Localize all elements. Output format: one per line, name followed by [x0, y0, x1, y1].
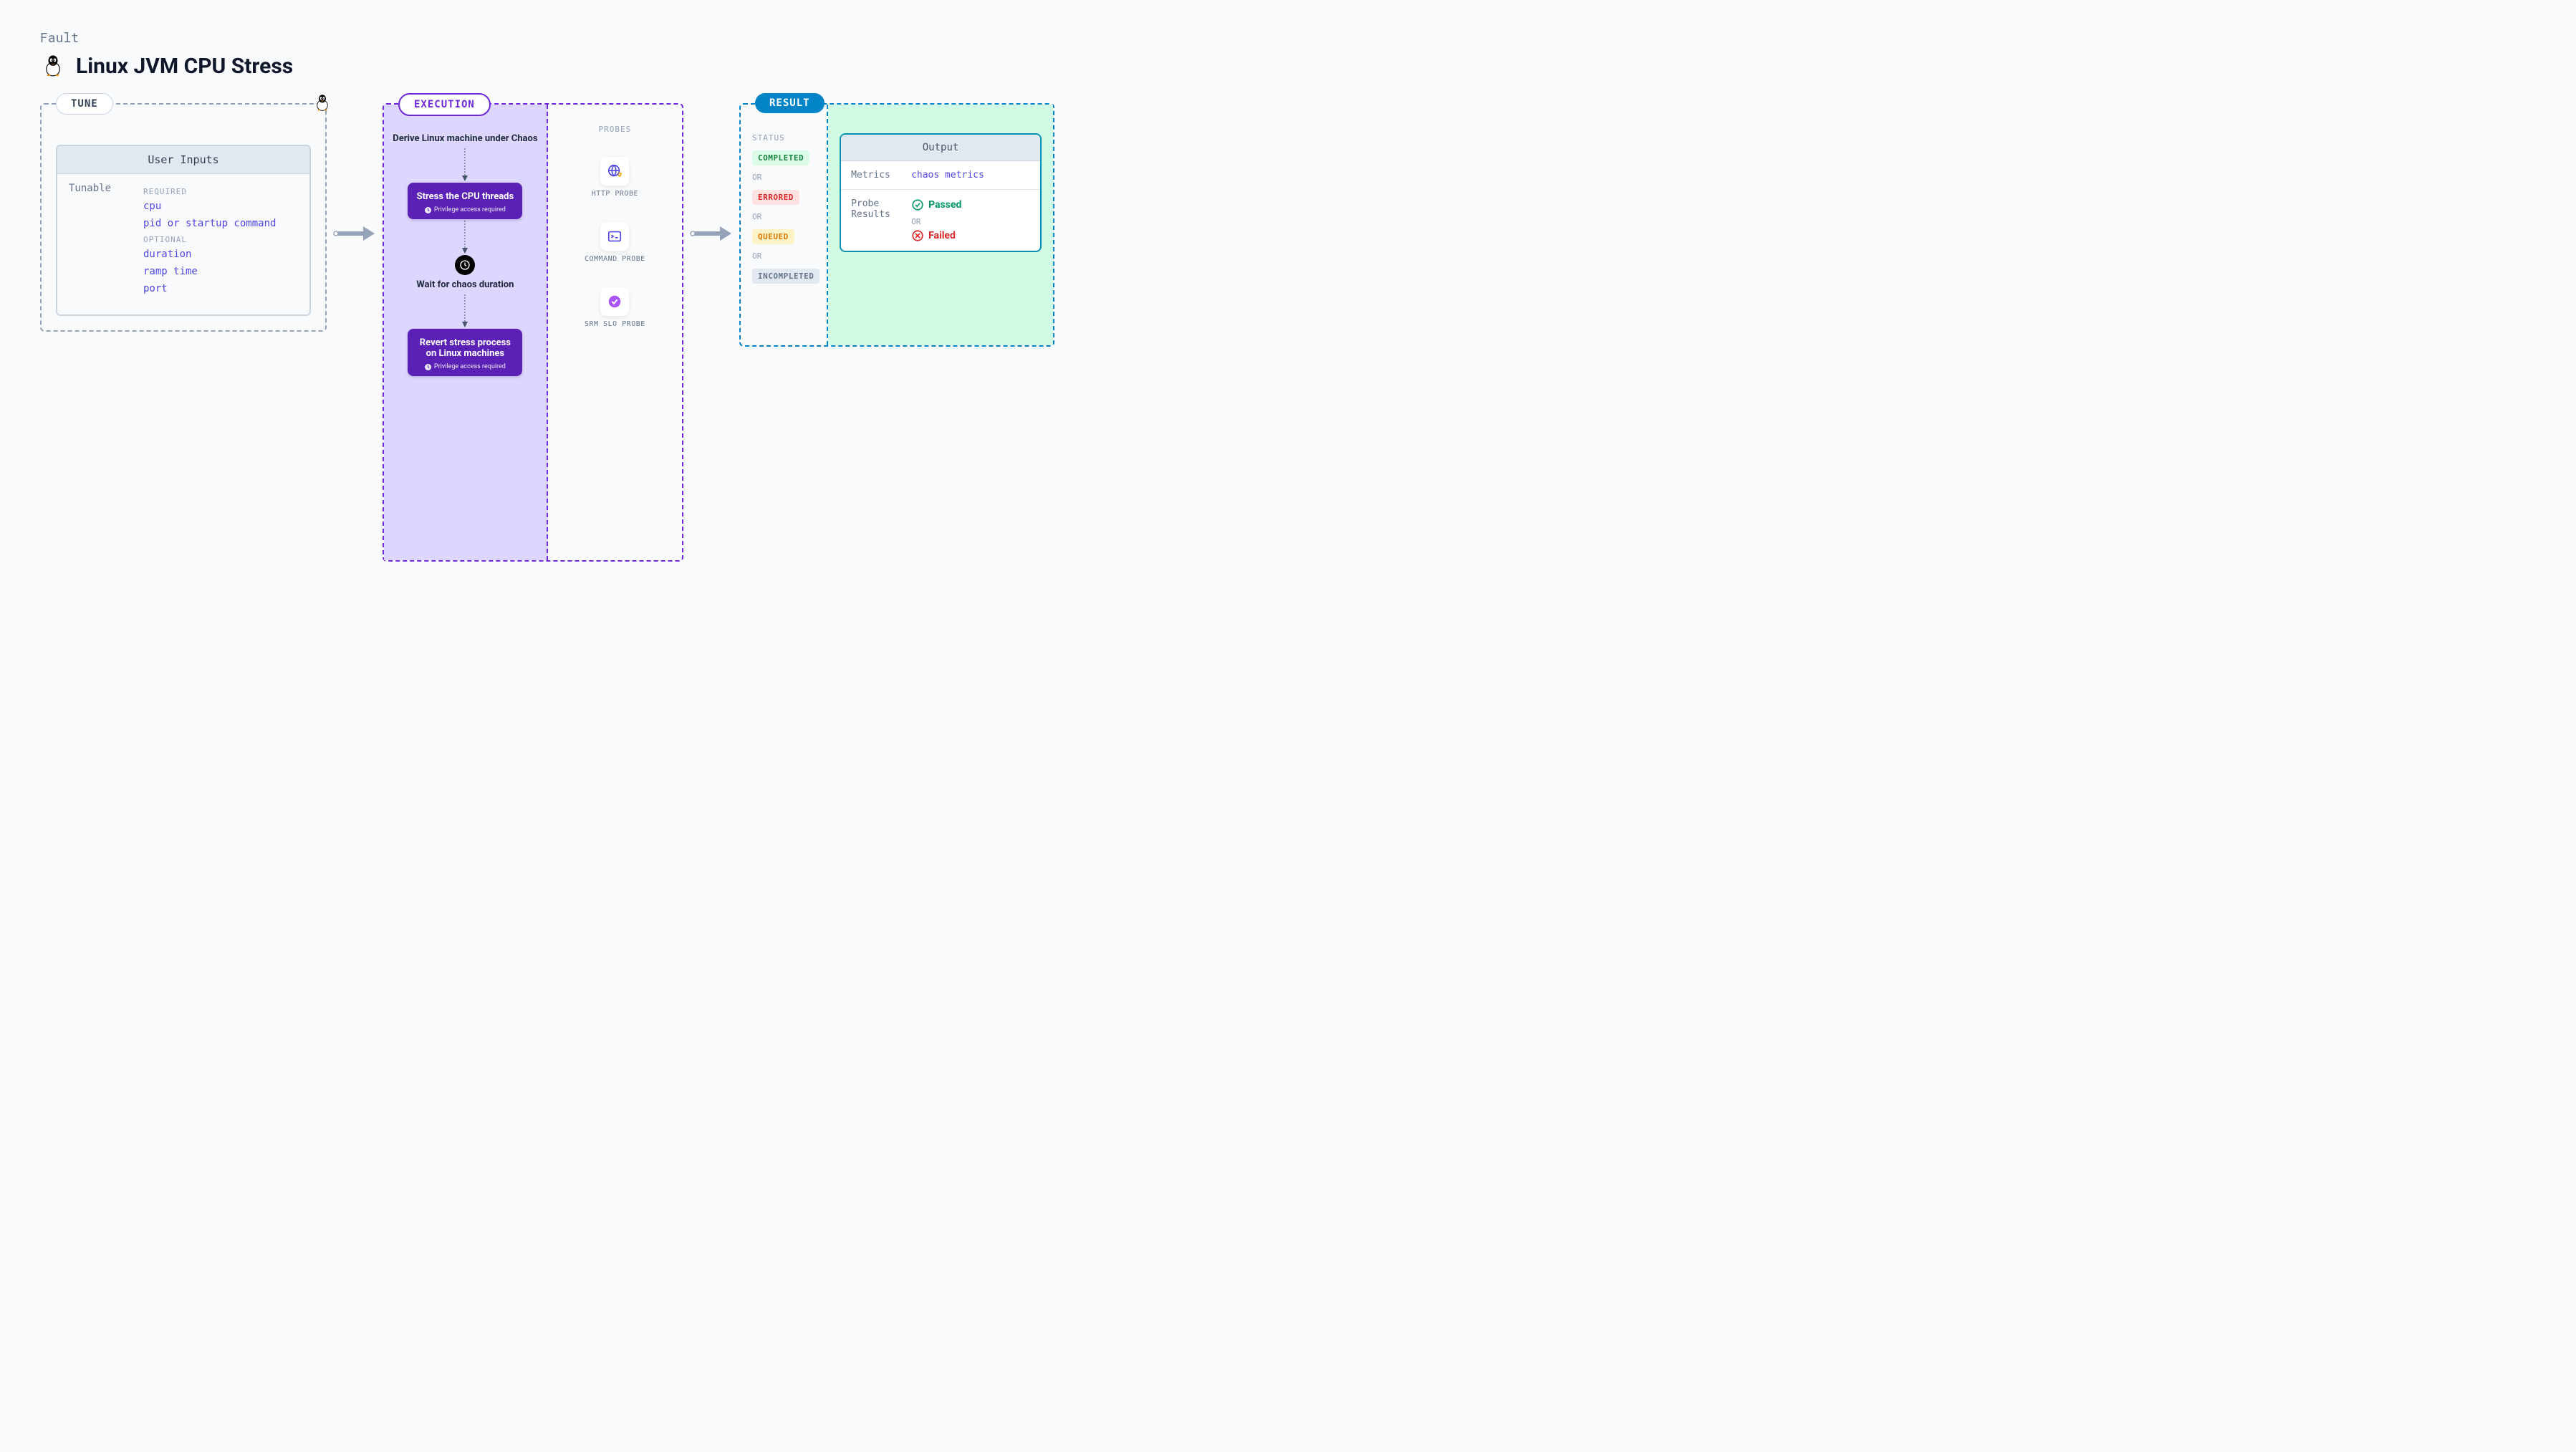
privilege-note: Privilege access required — [415, 206, 515, 213]
status-badge: INCOMPLETED — [752, 269, 820, 284]
flow-arrow-icon — [461, 147, 468, 183]
exec-box-revert: Revert stress process on Linux machines … — [408, 329, 522, 376]
probe-results-key: Probe Results — [851, 198, 903, 220]
privilege-note: Privilege access required — [415, 363, 515, 370]
or-text: OR — [752, 251, 818, 261]
page-title: Linux JVM CPU Stress — [76, 54, 293, 79]
globe-icon — [600, 157, 629, 186]
probes-column: PROBES HTTP PROBE COMMAND PROBE SRM SLO … — [548, 105, 682, 560]
required-label: REQUIRED — [143, 187, 298, 196]
flow-arrow-icon — [461, 219, 468, 255]
probe-label: COMMAND PROBE — [585, 255, 645, 263]
or-text: OR — [911, 217, 1030, 226]
metrics-key: Metrics — [851, 170, 903, 181]
status-badge: COMPLETED — [752, 150, 809, 165]
target-icon — [600, 287, 629, 316]
user-inputs-title: User Inputs — [57, 146, 309, 174]
status-badge: QUEUED — [752, 229, 794, 244]
probes-label: PROBES — [599, 125, 632, 134]
exec-step-text: Derive Linux machine under Chaos — [393, 133, 537, 144]
metrics-value: chaos metrics — [911, 170, 1030, 181]
tunable-item: ramp time — [143, 266, 298, 277]
arrow-icon — [330, 103, 380, 242]
status-heading: STATUS — [752, 133, 818, 143]
exec-box-title: Stress the CPU threads — [415, 191, 515, 202]
probe-http: HTTP PROBE — [592, 157, 638, 198]
output-card: Output Metrics chaos metrics Probe Resul… — [840, 133, 1042, 252]
tunable-item: cpu — [143, 201, 298, 212]
flow-arrow-icon — [461, 293, 468, 329]
passed-status: Passed — [911, 198, 1030, 211]
terminal-icon — [600, 222, 629, 251]
tunable-item: duration — [143, 249, 298, 260]
linux-icon — [40, 52, 66, 80]
exec-box-title: Revert stress process on Linux machines — [415, 337, 515, 359]
exec-box-stress: Stress the CPU threads Privilege access … — [408, 183, 522, 219]
output-title: Output — [841, 135, 1040, 161]
diagram: TUNE User Inputs Tunable REQUIRED cpu pi… — [40, 103, 2536, 562]
probe-command: COMMAND PROBE — [585, 222, 645, 263]
linux-icon — [312, 92, 332, 115]
tunable-item: port — [143, 283, 298, 294]
arrow-icon — [686, 103, 736, 242]
x-icon — [911, 229, 924, 242]
tune-panel: TUNE User Inputs Tunable REQUIRED cpu pi… — [40, 103, 327, 332]
failed-status: Failed — [911, 229, 1030, 242]
tunable-label: Tunable — [69, 183, 126, 300]
fault-label: Fault — [40, 29, 2536, 46]
result-panel: RESULT STATUS COMPLETED OR ERRORED OR QU… — [739, 103, 1054, 347]
or-text: OR — [752, 212, 818, 221]
execution-label: EXECUTION — [398, 93, 491, 116]
execution-panel: EXECUTION Derive Linux machine under Cha… — [383, 103, 683, 562]
user-inputs-card: User Inputs Tunable REQUIRED cpu pid or … — [56, 145, 311, 316]
output-column: Output Metrics chaos metrics Probe Resul… — [828, 105, 1053, 345]
status-column: STATUS COMPLETED OR ERRORED OR QUEUED OR… — [741, 105, 828, 345]
or-text: OR — [752, 173, 818, 182]
exec-step-text: Wait for chaos duration — [416, 279, 514, 290]
result-label: RESULT — [755, 93, 825, 113]
probe-label: HTTP PROBE — [592, 190, 638, 198]
tunable-item: pid or startup command — [143, 218, 298, 229]
clock-icon — [455, 255, 475, 275]
probe-srm: SRM SLO PROBE — [585, 287, 645, 328]
probe-label: SRM SLO PROBE — [585, 320, 645, 328]
optional-label: OPTIONAL — [143, 235, 298, 244]
execution-flow: Derive Linux machine under Chaos Stress … — [384, 105, 548, 560]
check-icon — [911, 198, 924, 211]
title-row: Linux JVM CPU Stress — [40, 52, 2536, 80]
status-badge: ERRORED — [752, 190, 799, 205]
header: Fault Linux JVM CPU Stress — [40, 29, 2536, 80]
tune-label: TUNE — [56, 93, 113, 115]
